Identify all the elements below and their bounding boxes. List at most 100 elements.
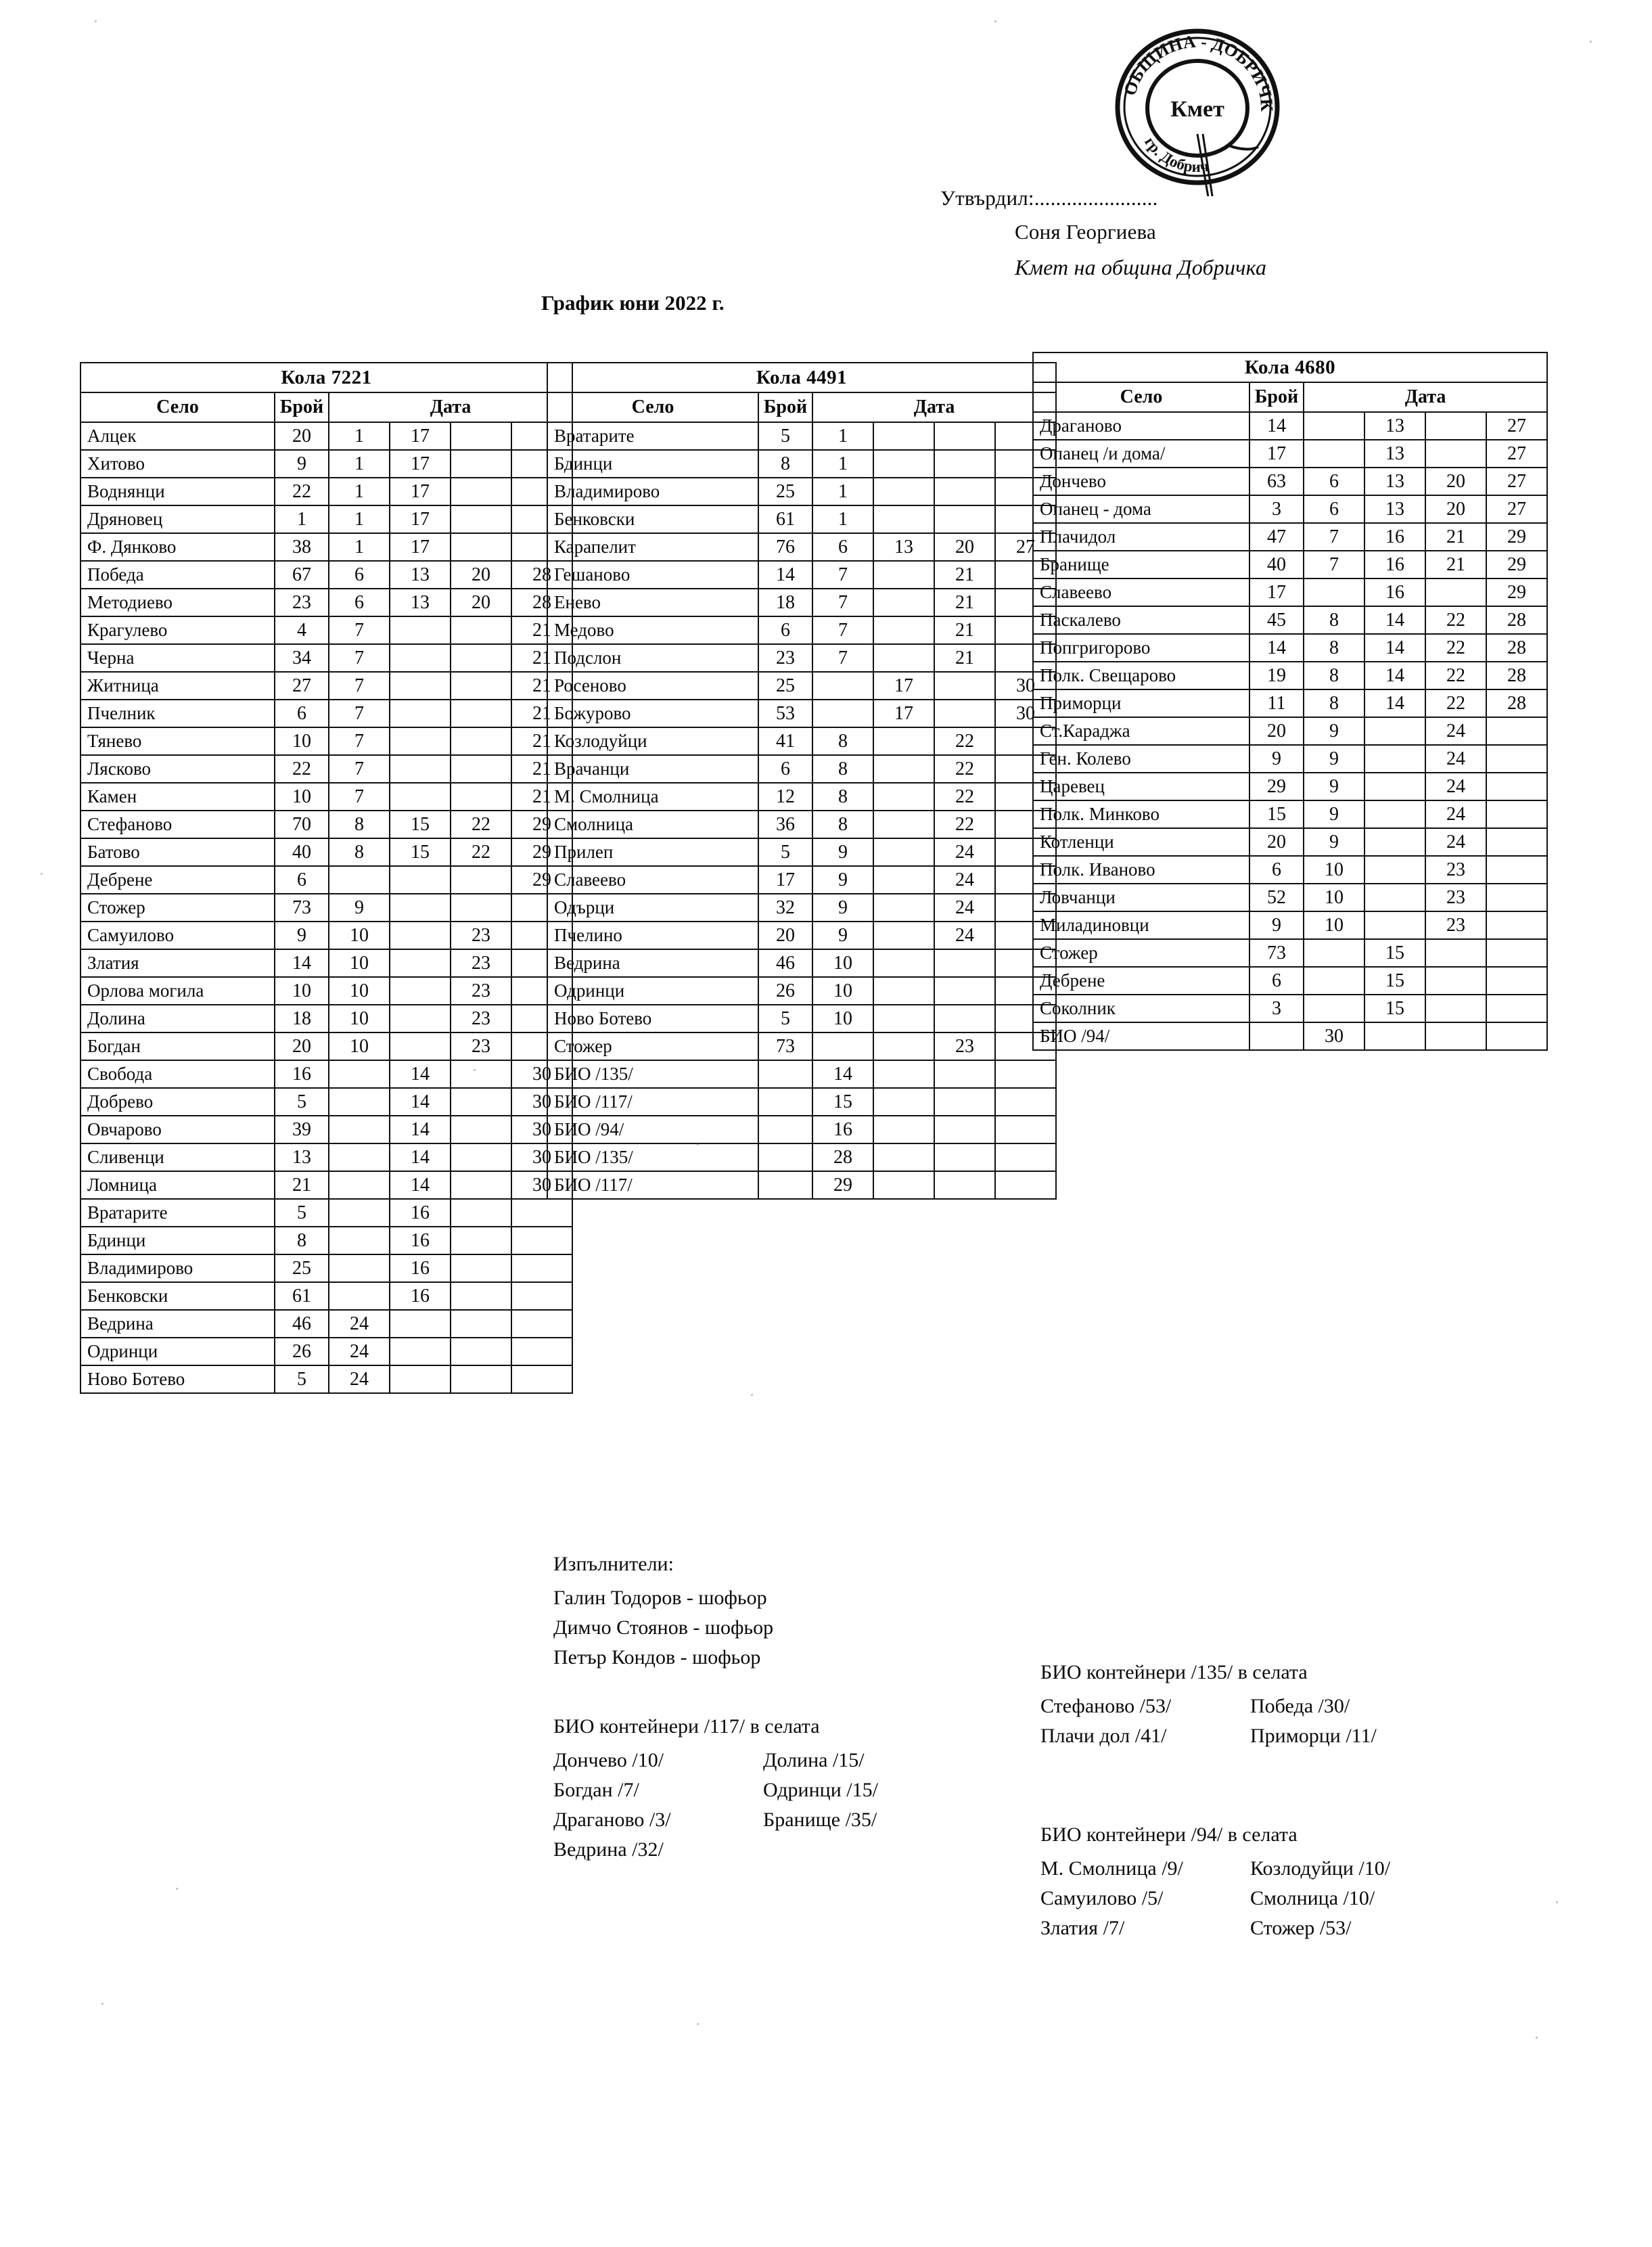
cell-count: 25 (274, 1254, 329, 1283)
table-row: Одринци 26 10 (547, 976, 1057, 1005)
cell-date-2: 17 (389, 532, 451, 562)
cell-count: 6 (1249, 855, 1304, 884)
bio-village-row: Самуилово /5/Смолница /10/ (1040, 1884, 1453, 1913)
cell-date-2 (389, 865, 451, 894)
cell-village: Бдинци (80, 1226, 275, 1255)
table-row: Ведрина 46 10 (547, 949, 1057, 978)
col-header-village: Село (80, 392, 275, 423)
table-row: Богдан 20 10 23 (80, 1032, 574, 1061)
cell-date-1: 1 (328, 422, 390, 451)
cell-village: Дончево (1032, 467, 1250, 496)
cell-count: 25 (758, 477, 813, 506)
table-row: Прилеп 5 9 24 (547, 838, 1057, 867)
cell-date-3: 24 (1425, 827, 1487, 857)
cell-date-1: 8 (328, 810, 390, 839)
cell-date-3 (934, 422, 996, 451)
cell-date-4 (994, 1143, 1057, 1172)
schedule-table-kola-7221: Кола 7221 Село Брой Дата Алцек 20 1 17 Хитов… (79, 362, 574, 1394)
cell-date-3 (450, 616, 512, 645)
cell-date-3: 20 (934, 532, 996, 562)
cell-date-3 (450, 1309, 512, 1338)
cell-date-1: 1 (328, 477, 390, 506)
cell-village: М. Смолница (547, 782, 759, 811)
cell-count: 14 (1249, 411, 1304, 440)
scan-speckle (751, 1394, 753, 1396)
table-row: Дончево 63 6 13 20 27 (1032, 467, 1548, 496)
table-row: Одърци 32 9 24 (547, 893, 1057, 922)
cell-date-4 (1485, 800, 1548, 829)
cell-date-4 (1485, 744, 1548, 773)
col-header-count: Брой (274, 392, 329, 423)
cell-date-4 (510, 1309, 574, 1338)
cell-date-2: 14 (1364, 689, 1426, 718)
cell-village: Бенковски (547, 505, 759, 534)
cell-date-2: 17 (389, 505, 451, 534)
cell-date-3: 22 (1425, 689, 1487, 718)
cell-date-1: 10 (328, 949, 390, 978)
bio-village-right: Козлодуйци /10/ (1250, 1857, 1391, 1880)
cell-village: Вратарите (547, 422, 759, 451)
cell-count: 9 (1249, 911, 1304, 940)
approval-block: Утвърдил:....................... Соня Ге… (940, 186, 1373, 280)
cell-date-3: 21 (1425, 522, 1487, 551)
bio-village-row: Богдан /7/Одринци /15/ (553, 1775, 966, 1805)
cell-village: Соколник (1032, 994, 1250, 1023)
cell-date-3 (1425, 578, 1487, 607)
cell-date-4 (510, 1365, 574, 1394)
cell-date-4 (1485, 855, 1548, 884)
cell-count: 61 (274, 1281, 329, 1311)
cell-date-3 (450, 505, 512, 534)
cell-village: Прилеп (547, 838, 759, 867)
cell-count: 76 (758, 532, 813, 562)
bio-village-row: Стефаново /53/Победа /30/ (1040, 1692, 1453, 1721)
cell-count: 12 (758, 782, 813, 811)
cell-count: 26 (274, 1337, 329, 1366)
table-row: Бдинци 8 16 (80, 1226, 574, 1255)
cell-date-3: 23 (1425, 855, 1487, 884)
col-header-date: Дата (811, 392, 1057, 423)
cell-date-2 (873, 976, 935, 1005)
cell-village: Енево (547, 588, 759, 617)
cell-date-3 (934, 477, 996, 506)
cell-date-1: 9 (1303, 772, 1365, 801)
scan-speckle (474, 1069, 476, 1071)
cell-date-4: 28 (1485, 661, 1548, 690)
bio-village-left: Златия /7/ (1040, 1917, 1125, 1939)
cell-date-1: 1 (812, 422, 874, 451)
cell-date-2: 17 (873, 671, 935, 700)
table-row: БИО /135/28 (547, 1143, 1057, 1172)
table-row: Паскалево 45 8 14 22 28 (1032, 606, 1548, 635)
cell-date-3: 23 (450, 921, 512, 950)
cell-village: Бранище (1032, 550, 1250, 579)
bio-village-row: Дончево /10/Долина /15/ (553, 1746, 966, 1775)
cell-date-4 (510, 1281, 574, 1311)
cell-village: Житница (80, 671, 275, 700)
cell-date-2 (873, 643, 935, 673)
bio-containers-94-block: БИО контейнери /94/ в селата М. Смолница… (1040, 1820, 1453, 1943)
cell-count: 38 (274, 532, 329, 562)
cell-date-1: 8 (328, 838, 390, 867)
executors-block: Изпълнители: Галин Тодоров - шофьор Димчо… (553, 1549, 773, 1673)
cell-count: 4 (274, 616, 329, 645)
cell-count: 73 (274, 893, 329, 922)
cell-date-1: 10 (1303, 911, 1365, 940)
cell-date-1: 6 (328, 588, 390, 617)
table-row: Пчелник 6 7 21 (80, 699, 574, 728)
cell-village: Опанец /и дома/ (1032, 439, 1250, 468)
cell-village: Ново Ботево (547, 1004, 759, 1033)
cell-village: Гешаново (547, 560, 759, 589)
cell-village: БИО /94/ (1032, 1022, 1250, 1051)
bio-village-right: Приморци /11/ (1250, 1725, 1377, 1747)
bio-block-title: БИО контейнери /94/ в селата (1040, 1823, 1298, 1846)
table-row: Ведрина 46 24 (80, 1309, 574, 1338)
cell-date-1: 10 (812, 976, 874, 1005)
cell-date-3 (450, 782, 512, 811)
cell-count: 8 (274, 1226, 329, 1255)
cell-count: 6 (274, 865, 329, 894)
cell-date-2 (389, 1365, 451, 1394)
cell-date-1: 14 (812, 1060, 874, 1089)
cell-date-3 (450, 1171, 512, 1200)
bio-village-row: Плачи дол /41/Приморци /11/ (1040, 1721, 1453, 1751)
cell-date-1: 10 (1303, 883, 1365, 912)
cell-date-2 (389, 671, 451, 700)
